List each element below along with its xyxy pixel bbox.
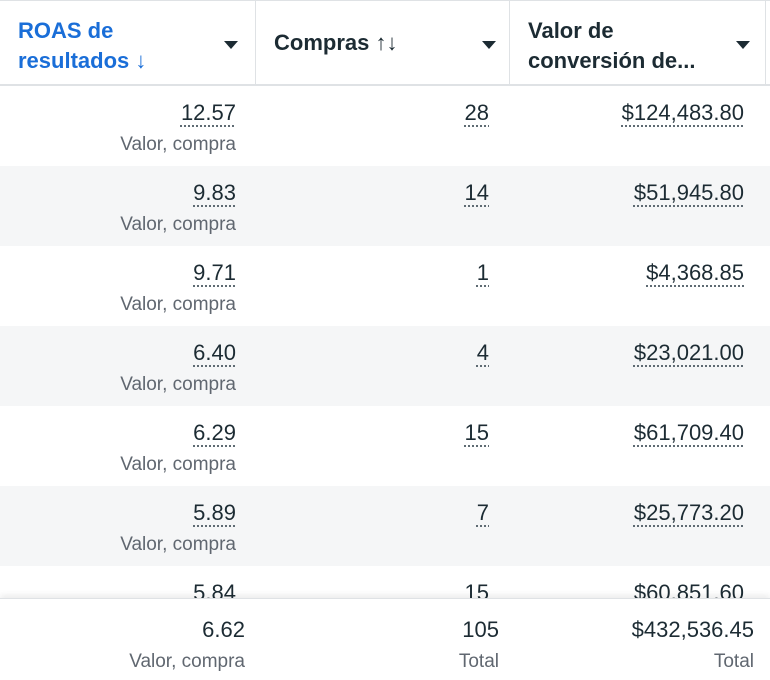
column-roas-dropdown-icon[interactable] [224,41,238,49]
column-header-compras[interactable]: Compras ↑↓ [256,1,510,85]
table-header: ROAS de resultados ↓ Compras ↑↓ Valor de… [0,0,770,86]
total-compras-label: Total [458,651,499,672]
table-row: 6.40 Valor, compra 4 $23,021.00 [0,326,770,406]
table-totals-row: 6.62 Valor, compra 105 Total $432,536.45… [0,598,770,680]
valor-value[interactable]: $60,851.60 [633,580,744,598]
table-row: 9.71 Valor, compra 1 $4,368.85 [0,246,770,326]
total-roas-label: Valor, compra [129,651,245,672]
column-header-valor[interactable]: Valor de conversión de... [510,1,766,85]
column-header-roas-label[interactable]: ROAS de resultados ↓ [18,18,147,73]
total-roas-value: 6.62 [202,617,245,642]
roas-type-label: Valor, compra [120,294,236,315]
roas-type-label: Valor, compra [120,374,236,395]
valor-value[interactable]: $61,709.40 [633,420,744,445]
roas-value[interactable]: 5.84 [193,580,236,598]
compras-value[interactable]: 1 [476,260,489,285]
table-body: 12.57 Valor, compra 28 $124,483.80 9.83 … [0,86,770,598]
column-header-compras-label[interactable]: Compras ↑↓ [274,30,398,55]
valor-value[interactable]: $51,945.80 [633,180,744,205]
valor-value[interactable]: $124,483.80 [621,100,744,125]
compras-value[interactable]: 15 [464,420,489,445]
roas-type-label: Valor, compra [120,134,236,155]
column-header-valor-label[interactable]: Valor de conversión de... [528,18,696,73]
compras-value[interactable]: 4 [476,340,489,365]
valor-value[interactable]: $4,368.85 [646,260,744,285]
roas-type-label: Valor, compra [120,214,236,235]
table-row: 12.57 Valor, compra 28 $124,483.80 [0,86,770,166]
roas-value[interactable]: 6.29 [193,420,236,445]
table-row: 9.83 Valor, compra 14 $51,945.80 [0,166,770,246]
column-compras-dropdown-icon[interactable] [482,41,496,49]
compras-value[interactable]: 28 [464,100,489,125]
compras-value[interactable]: 15 [464,580,489,598]
roas-value[interactable]: 9.71 [193,260,236,285]
valor-value[interactable]: $23,021.00 [633,340,744,365]
roas-value[interactable]: 6.40 [193,340,236,365]
compras-value[interactable]: 14 [464,180,489,205]
roas-value[interactable]: 12.57 [180,100,236,125]
roas-value[interactable]: 5.89 [193,500,236,525]
roas-value[interactable]: 9.83 [193,180,236,205]
table-row: 5.84 Valor, compra 15 $60,851.60 [0,566,770,598]
total-valor-value: $432,536.45 [631,617,754,642]
roas-type-label: Valor, compra [120,454,236,475]
valor-value[interactable]: $25,773.20 [633,500,744,525]
compras-value[interactable]: 7 [476,500,489,525]
table-row: 6.29 Valor, compra 15 $61,709.40 [0,406,770,486]
column-header-roas[interactable]: ROAS de resultados ↓ [0,1,256,85]
total-valor-label: Total [713,651,754,672]
roas-type-label: Valor, compra [120,534,236,555]
column-valor-dropdown-icon[interactable] [736,41,750,49]
table-row: 5.89 Valor, compra 7 $25,773.20 [0,486,770,566]
total-compras-value: 105 [462,617,499,642]
